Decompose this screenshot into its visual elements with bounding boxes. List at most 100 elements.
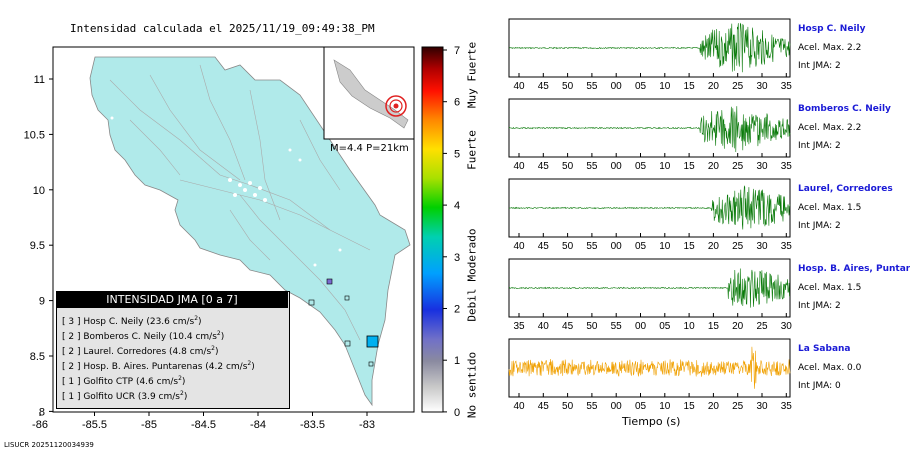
station-name: Hosp C. Neily — [798, 24, 866, 34]
roads — [109, 64, 371, 341]
colorbar-category-label: Muy Fuerte — [465, 41, 479, 109]
trace-tick-label: 40 — [513, 401, 525, 412]
trace-tick-label: 15 — [708, 321, 720, 332]
legend-item-sup: 2 — [178, 375, 182, 382]
station-int: Int JMA: 2 — [798, 221, 841, 231]
station-name: Laurel, Corredores — [798, 184, 893, 194]
x-tick-label: -84.5 — [191, 419, 216, 431]
trace-tick-label: 55 — [586, 81, 598, 92]
trace-tick-label: 45 — [538, 241, 550, 252]
colorbar-tick-label: 2 — [454, 304, 460, 316]
map-ticks: -86 -85.5 -85 -84.5 -84 -83.5 -83 11 10.5 10 9.5 9 8… — [24, 74, 375, 431]
trace-tick-label: 10 — [659, 241, 671, 252]
seismogram-panel: 35 40 45 50 55 00 05 10 15 20 25 30 — [508, 258, 793, 332]
trace-tick-label: 10 — [659, 161, 671, 172]
colorbar-tick-label: 7 — [454, 45, 460, 57]
trace-tick-label: 05 — [635, 81, 647, 92]
inset-map — [323, 46, 415, 140]
y-tick-label: 10.5 — [24, 129, 45, 141]
trace-tick-label: 25 — [732, 401, 744, 412]
trace-tick-label: 30 — [756, 81, 768, 92]
colorbar-tick-label: 6 — [454, 97, 460, 109]
station-int: Int JMA: 2 — [798, 141, 841, 151]
colorbar-tick-label: 0 — [454, 407, 460, 419]
x-tick-label: -83 — [359, 419, 375, 431]
station-marker — [326, 278, 333, 285]
trace-tick-label: 15 — [684, 81, 696, 92]
seismograms: 40 45 50 55 00 05 10 15 20 25 30 35 40 45 50 55 00 05 10 15… — [508, 18, 793, 412]
colorbar-tick-label: 1 — [454, 355, 460, 367]
x-axis-label: Tiempo (s) — [622, 415, 681, 428]
trace-tick-label: 00 — [635, 321, 647, 332]
colorbar-category-label: Fuerte — [465, 130, 479, 170]
trace-tick-label: 35 — [513, 321, 525, 332]
inset-label: M=4.4 P=21km — [330, 143, 409, 154]
trace-tick-label: 30 — [781, 321, 793, 332]
legend-item-text: [ 2 ] Bomberos C. Neily (10.4 cm/s — [62, 332, 217, 342]
seismogram-panel: 40 45 50 55 00 05 10 15 20 25 30 35 — [508, 338, 793, 412]
colorbar-ticks: 7 6 5 4 3 2 1 0 — [443, 45, 460, 419]
x-tick-label: -86 — [32, 419, 48, 431]
trace-tick-label: 05 — [635, 241, 647, 252]
x-tick-label: -84 — [250, 419, 266, 431]
station-acel: Acel. Max. 2.2 — [798, 43, 862, 53]
trace-tick-label: 05 — [635, 401, 647, 412]
legend-item-text: [ 1 ] Golfito UCR (3.9 cm/s — [62, 392, 180, 402]
colorbar-tick-label: 3 — [454, 252, 460, 264]
legend-item: [ 3 ] Hosp C. Neily (23.6 cm/s2) — [62, 315, 202, 327]
x-tick-label: -83.5 — [300, 419, 325, 431]
station-name: La Sabana — [798, 344, 851, 354]
legend-title: INTENSIDAD JMA [0 a 7] — [56, 291, 288, 308]
station-acel: Acel. Max. 2.2 — [798, 123, 862, 133]
trace-tick-label: 00 — [611, 161, 623, 172]
legend-item-close: ) — [183, 392, 188, 402]
legend-item-close: ) — [198, 317, 202, 327]
station-int: Int JMA: 2 — [798, 61, 841, 71]
legend-item-text: [ 2 ] Hosp. B. Aires. Puntarenas (4.2 cm… — [62, 362, 248, 372]
y-tick-label: 8 — [39, 406, 45, 418]
chart-title: Intensidad calculada el 2025/11/19_09:49… — [70, 22, 375, 35]
station-markers — [308, 278, 379, 367]
trace-tick-label: 25 — [756, 321, 768, 332]
colorbar-category-label: No sentido — [465, 351, 479, 419]
legend-item-sup: 2 — [211, 345, 215, 352]
trace-tick-label: 15 — [684, 161, 696, 172]
trace-tick-label: 25 — [732, 81, 744, 92]
trace-tick-label: 20 — [708, 161, 720, 172]
station-marker — [344, 295, 350, 301]
legend-item-close: ) — [181, 377, 186, 387]
colorbar-gradient — [421, 46, 444, 413]
footer-id: LISUCR 20251120034939 — [4, 441, 94, 449]
trace-tick-label: 10 — [659, 401, 671, 412]
trace-tick-label: 30 — [756, 161, 768, 172]
station-int: Int JMA: 0 — [798, 381, 841, 391]
seismogram-trace — [508, 22, 791, 73]
legend-item-close: ) — [220, 332, 225, 342]
station-marker — [344, 340, 351, 347]
trace-tick-label: 30 — [756, 241, 768, 252]
trace-tick-label: 40 — [538, 321, 550, 332]
legend-box — [56, 291, 290, 409]
trace-tick-label: 55 — [586, 161, 598, 172]
legend-item: [ 2 ] Hosp. B. Aires. Puntarenas (4.2 cm… — [62, 360, 255, 372]
seismogram-trace — [508, 346, 791, 389]
trace-tick-label: 15 — [684, 241, 696, 252]
station-marker — [368, 361, 374, 367]
colorbar-category-label: Moderado — [465, 228, 479, 282]
y-tick-label: 11 — [34, 74, 45, 86]
x-tick-label: -85 — [141, 419, 157, 431]
trace-tick-label: 30 — [756, 401, 768, 412]
station-name: Bomberos C. Neily — [798, 104, 891, 114]
legend-item-close: ) — [251, 362, 255, 372]
seismogram-panel: 40 45 50 55 00 05 10 15 20 25 30 35 — [508, 98, 792, 172]
seismogram-trace — [508, 106, 791, 153]
colorbar-tick-label: 4 — [454, 200, 460, 212]
legend-item: [ 2 ] Laurel. Corredores (4.8 cm/s2) — [62, 345, 218, 357]
seismogram-trace — [508, 185, 791, 230]
trace-tick-label: 10 — [684, 321, 696, 332]
station-acel: Acel. Max. 1.5 — [798, 283, 862, 293]
legend-item-sup: 2 — [194, 315, 199, 322]
y-tick-label: 10 — [33, 185, 45, 197]
legend-item-sup: 2 — [179, 390, 184, 397]
trace-tick-label: 35 — [781, 401, 793, 412]
